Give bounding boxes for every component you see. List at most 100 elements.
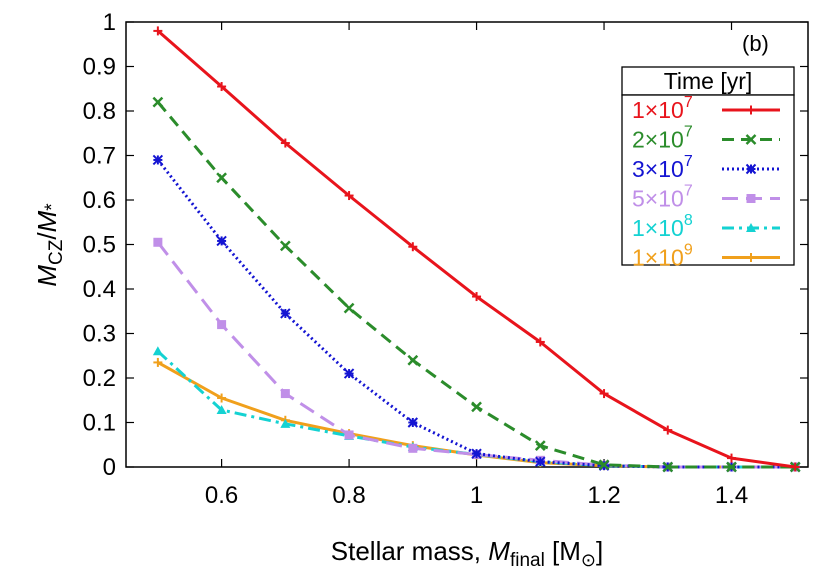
legend-entry: 5×107 <box>632 183 780 212</box>
data-point <box>535 456 546 467</box>
series-layer <box>152 26 801 473</box>
y-tick-label: 0.6 <box>83 187 116 214</box>
data-point <box>217 82 227 92</box>
y-tick-label: 1 <box>103 9 116 36</box>
data-point <box>216 172 227 184</box>
data-point <box>746 223 756 232</box>
data-point <box>217 393 227 403</box>
data-point <box>745 134 757 145</box>
data-point <box>534 440 546 452</box>
legend-label: 5×107 <box>632 183 693 212</box>
data-point <box>217 320 227 330</box>
ticks: 0 0.1 0.2 0.3 0.4 0.5 0.6 0.7 0.8 0.9 1 0.6 0.8 1 1.2 1… <box>83 9 808 509</box>
data-point <box>408 443 418 453</box>
legend-label: 3×107 <box>632 153 693 182</box>
legend-entry: 1×108 <box>632 212 780 241</box>
data-point <box>790 462 800 472</box>
legend-box <box>621 94 795 266</box>
y-tick-label: 0.9 <box>83 54 116 81</box>
y-tick-label: 0.2 <box>83 365 116 392</box>
x-axis-title-unit-symbol: ⊙ <box>581 550 596 571</box>
y-axis-title-var: M <box>32 265 62 287</box>
x-tick-label: 0.6 <box>205 482 238 509</box>
data-point <box>280 138 290 148</box>
legend-label-exp: 7 <box>684 124 693 141</box>
data-point <box>746 105 756 115</box>
x-tick-label: 1 <box>470 482 483 509</box>
data-point <box>407 417 419 428</box>
x-axis-title-prefix: Stellar mass, <box>331 536 489 566</box>
y-tick-label: 0.1 <box>83 410 116 437</box>
y-axis-title-var2: M <box>32 210 62 232</box>
y-axis-title-sub: CZ <box>46 239 67 265</box>
legend-entry: 1×109 <box>632 242 780 271</box>
legend-entry: 1×107 <box>632 94 780 123</box>
legend-entry: 2×107 <box>632 124 780 153</box>
data-point <box>343 368 355 379</box>
data-point <box>152 346 163 356</box>
data-point <box>153 237 163 247</box>
data-point <box>153 26 163 36</box>
data-point <box>343 302 355 314</box>
x-tick-label: 1.4 <box>715 482 748 509</box>
legend-label-exp: 7 <box>684 153 693 170</box>
y-tick-label: 0.4 <box>83 276 116 303</box>
legend-label: 1×109 <box>632 242 693 271</box>
data-point <box>663 425 673 435</box>
x-tick-label: 0.8 <box>332 482 365 509</box>
data-point <box>280 308 291 319</box>
legend-label: 1×108 <box>632 212 693 241</box>
data-point <box>216 405 227 415</box>
data-point <box>280 389 290 399</box>
data-point <box>746 253 756 262</box>
legend-label-base: 2×10 <box>632 127 684 153</box>
data-point <box>408 242 418 252</box>
x-axis-title-unit-close: ] <box>596 536 603 566</box>
data-point <box>726 461 737 473</box>
legend-title-box <box>621 66 795 96</box>
data-point <box>152 154 164 166</box>
x-axis-title: Stellar mass, Mfinal [M⊙] <box>331 536 603 571</box>
legend-label-exp: 7 <box>684 94 693 111</box>
legend-label: 1×107 <box>632 94 693 123</box>
legend-label-base: 1×10 <box>632 245 684 271</box>
x-axis-title-var: M <box>488 536 510 566</box>
data-point <box>727 453 737 463</box>
data-point <box>535 337 545 347</box>
data-point <box>279 240 291 252</box>
data-point <box>662 461 674 473</box>
x-axis-title-sub: final <box>510 550 545 571</box>
y-tick-label: 0.8 <box>83 98 116 125</box>
series-2 <box>152 96 801 473</box>
y-axis-title-star: * <box>42 203 63 211</box>
data-point <box>152 96 164 108</box>
legend-label-exp: 7 <box>684 183 693 200</box>
data-point <box>471 401 482 413</box>
legend-title: Time [yr] <box>664 68 753 94</box>
data-point <box>472 292 482 302</box>
data-point <box>745 163 757 175</box>
y-tick-label: 0.5 <box>83 232 116 259</box>
data-point <box>344 191 354 201</box>
x-axis-title-unit-open: [M <box>545 536 581 566</box>
legend-label-base: 5×10 <box>632 186 684 212</box>
y-axis-title-slash: / <box>32 232 62 240</box>
data-point <box>280 418 291 428</box>
legend-label-exp: 9 <box>684 242 693 259</box>
data-point <box>598 459 610 471</box>
data-point <box>471 448 482 459</box>
legend-entry: 3×107 <box>632 153 780 182</box>
legend-label: 2×107 <box>632 124 693 153</box>
y-tick-label: 0.7 <box>83 143 116 170</box>
legend-label-base: 1×10 <box>632 215 684 241</box>
y-axis-title: MCZ/M* <box>32 203 67 287</box>
data-point <box>407 354 419 366</box>
x-tick-label: 1.2 <box>587 482 620 509</box>
panel-label: (b) <box>742 31 769 56</box>
data-point <box>344 430 354 440</box>
data-point <box>216 235 227 247</box>
data-point <box>599 389 609 399</box>
